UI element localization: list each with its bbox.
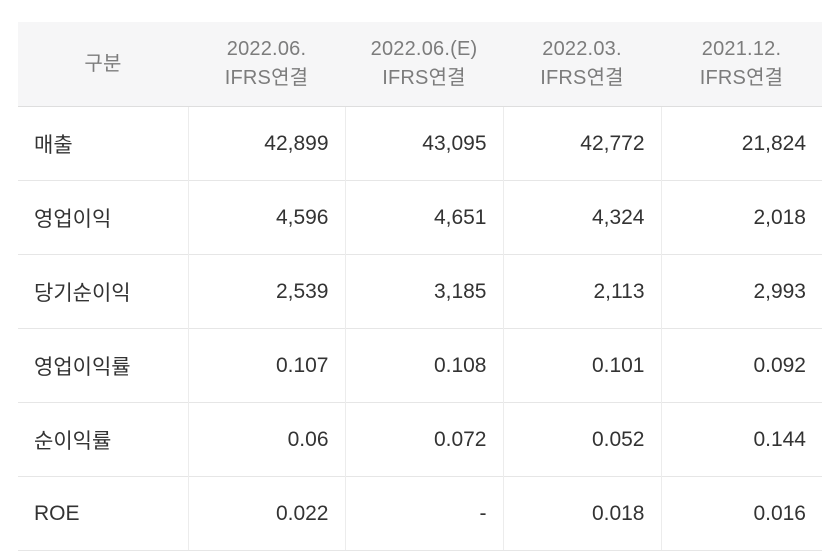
cell-value: 43,095 — [344, 106, 503, 181]
column-standard: IFRS연결 — [382, 67, 466, 89]
cell-value: 0.107 — [187, 328, 345, 403]
column-standard: IFRS연결 — [699, 67, 784, 89]
cell-value: - — [344, 476, 503, 551]
cell-value: 4,596 — [187, 180, 345, 255]
table-row-operating-profit: 영업이익 4,596 4,651 4,324 2,018 — [18, 180, 822, 255]
column-period: 2022.03. — [542, 38, 622, 60]
cell-value: 0.052 — [502, 402, 661, 477]
cell-value: 0.108 — [344, 328, 503, 403]
column-period: 2022.06.(E) — [370, 38, 478, 60]
row-label: 매출 — [18, 106, 188, 181]
cell-value: 0.101 — [502, 328, 661, 403]
column-standard: IFRS연결 — [540, 67, 624, 89]
table-row-roe: ROE 0.022 - 0.018 0.016 — [18, 476, 822, 551]
financial-summary-table-container: 구분 2022.06. IFRS연결 2022.06.(E) IFRS연결 20… — [18, 22, 822, 551]
row-label: 영업이익률 — [18, 328, 188, 403]
row-label: 당기순이익 — [18, 254, 188, 329]
cell-value: 42,772 — [502, 106, 661, 181]
cell-value: 0.072 — [344, 402, 503, 477]
cell-value: 0.06 — [187, 402, 345, 477]
financial-summary-table: 구분 2022.06. IFRS연결 2022.06.(E) IFRS연결 20… — [18, 22, 822, 551]
table-row-net-income: 당기순이익 2,539 3,185 2,113 2,993 — [18, 254, 822, 329]
cell-value: 3,185 — [344, 254, 503, 329]
table-row-revenue: 매출 42,899 43,095 42,772 21,824 — [18, 106, 822, 181]
table-row-operating-margin: 영업이익률 0.107 0.108 0.101 0.092 — [18, 328, 822, 403]
column-period: 2021.12. — [701, 38, 782, 60]
column-header-2021-12: 2021.12. IFRS연결 — [661, 22, 822, 107]
table-row-net-margin: 순이익률 0.06 0.072 0.052 0.144 — [18, 402, 822, 477]
column-header-2022-06: 2022.06. IFRS연결 — [188, 22, 345, 107]
cell-value: 4,324 — [502, 180, 661, 255]
row-label: ROE — [18, 476, 188, 551]
row-label: 순이익률 — [18, 402, 188, 477]
column-header-2022-06-e: 2022.06.(E) IFRS연결 — [345, 22, 503, 107]
cell-value: 2,018 — [660, 180, 822, 255]
table-header-row: 구분 2022.06. IFRS연결 2022.06.(E) IFRS연결 20… — [18, 22, 822, 107]
row-label: 영업이익 — [18, 180, 188, 255]
cell-value: 0.018 — [502, 476, 661, 551]
cell-value: 0.022 — [187, 476, 345, 551]
column-period: 2022.06. — [226, 38, 307, 60]
cell-value: 42,899 — [187, 106, 345, 181]
cell-value: 0.092 — [660, 328, 822, 403]
cell-value: 21,824 — [660, 106, 822, 181]
column-standard: IFRS연결 — [224, 67, 309, 89]
cell-value: 2,539 — [187, 254, 345, 329]
corner-header-label: 구분 — [84, 52, 122, 75]
column-header-2022-03: 2022.03. IFRS연결 — [503, 22, 661, 107]
corner-header: 구분 — [18, 22, 188, 107]
cell-value: 0.144 — [660, 402, 822, 477]
cell-value: 2,993 — [660, 254, 822, 329]
cell-value: 0.016 — [660, 476, 822, 551]
cell-value: 4,651 — [344, 180, 503, 255]
cell-value: 2,113 — [502, 254, 661, 329]
